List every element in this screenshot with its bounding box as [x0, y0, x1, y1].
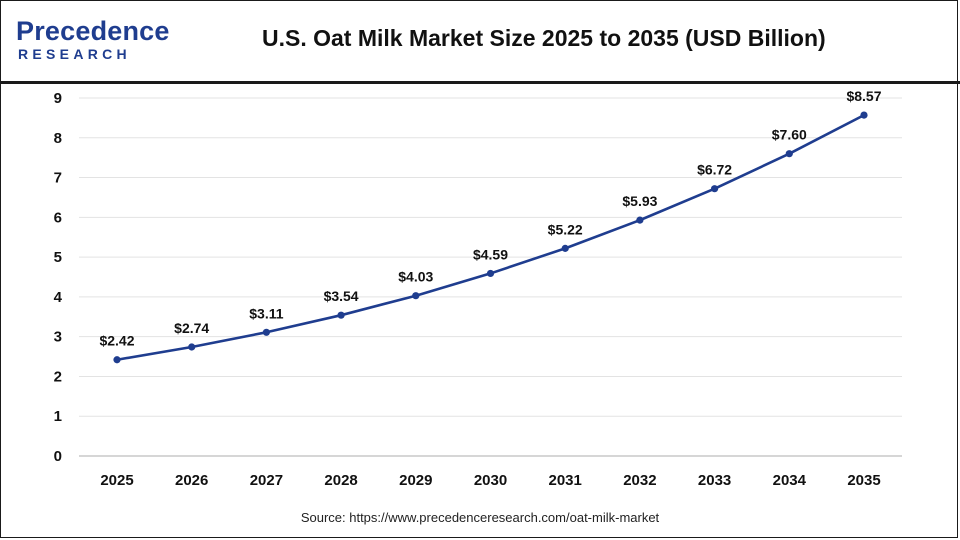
data-point [860, 111, 868, 119]
y-tick-label: 3 [54, 329, 62, 346]
data-label: $3.11 [249, 305, 283, 321]
data-points [113, 111, 868, 364]
x-tick-label: 2029 [399, 472, 432, 489]
chart-title: U.S. Oat Milk Market Size 2025 to 2035 (… [262, 25, 826, 51]
data-label: $4.03 [398, 269, 433, 285]
y-tick-label: 2 [54, 368, 62, 385]
data-label: $4.59 [473, 246, 508, 262]
data-point [561, 244, 569, 252]
data-point [636, 216, 644, 224]
x-axis: 2025 2026 2027 2028 2029 2030 2031 2032 2033 2034… [100, 472, 880, 489]
x-tick-label: 2025 [100, 472, 133, 489]
data-point [785, 150, 793, 158]
data-label: $5.22 [548, 221, 583, 237]
data-point [486, 269, 495, 278]
header: Precedence RESEARCH U.S. Oat Milk Market… [0, 0, 960, 82]
data-label: $2.42 [99, 333, 134, 349]
series-line [116, 113, 865, 362]
header-divider [0, 81, 960, 84]
data-point [188, 343, 196, 351]
x-tick-label: 2028 [324, 472, 357, 489]
series-polyline [116, 113, 865, 362]
y-tick-label: 0 [54, 448, 62, 465]
logo-wordmark-bottom: RESEARCH [18, 46, 131, 62]
data-label: $6.72 [697, 162, 732, 178]
x-tick-label: 2027 [250, 472, 283, 489]
x-tick-label: 2035 [847, 472, 880, 489]
data-point [711, 185, 719, 193]
y-tick-label: 6 [54, 209, 62, 226]
y-tick-label: 8 [54, 130, 62, 147]
data-label: $8.57 [846, 88, 881, 104]
data-point [113, 356, 121, 364]
x-tick-label: 2030 [474, 472, 507, 489]
data-label: $2.74 [174, 320, 209, 336]
x-tick-label: 2033 [698, 472, 731, 489]
y-tick-label: 1 [54, 408, 62, 425]
y-tick-label: 9 [54, 90, 62, 107]
data-labels: $2.42 $2.74 $3.11 $3.54 $4.03 $4.59 $5.22 $5.93… [99, 88, 881, 349]
data-point [262, 328, 270, 336]
data-label: $7.60 [772, 127, 807, 143]
logo-wordmark-top: Precedence [16, 16, 170, 46]
source-note: Source: https://www.precedenceresearch.c… [300, 510, 660, 525]
x-tick-label: 2031 [549, 472, 582, 489]
precedence-research-logo: Precedence RESEARCH [16, 16, 169, 66]
data-label: $3.54 [324, 288, 359, 304]
y-tick-label: 7 [54, 170, 62, 187]
data-label: $5.93 [622, 193, 657, 209]
gridlines [79, 97, 902, 457]
data-point [412, 292, 420, 300]
data-point [337, 311, 345, 319]
x-tick-label: 2026 [175, 472, 208, 489]
y-tick-label: 4 [54, 289, 63, 306]
y-tick-label: 5 [54, 249, 62, 266]
x-tick-label: 2034 [773, 472, 807, 489]
y-axis: 0 1 2 3 4 5 6 7 8 9 [54, 90, 63, 465]
x-tick-label: 2032 [623, 472, 656, 489]
